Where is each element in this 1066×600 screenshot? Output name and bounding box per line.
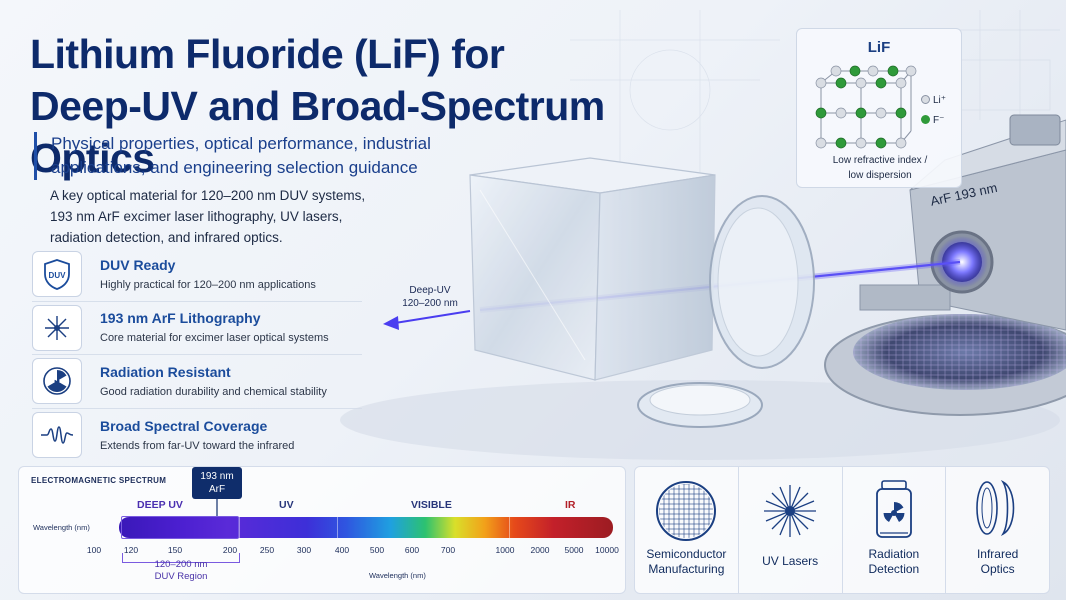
lens-icon xyxy=(975,480,1014,536)
tick-label: 400 xyxy=(334,545,350,555)
band-uv: UV xyxy=(279,499,294,511)
applications-panel: Semiconductor Manufacturing UV Lasers xyxy=(634,466,1050,594)
laser-burst-icon xyxy=(32,304,82,351)
tick-label: 2000 xyxy=(530,545,550,555)
tick-label: 700 xyxy=(440,545,456,555)
tick-label: 600 xyxy=(404,545,420,555)
radiation-icon xyxy=(32,358,82,405)
feature-desc: Highly practical for 120–200 nm applicat… xyxy=(100,278,316,291)
feature-list: DUV DUV Ready Highly practical for 120–2… xyxy=(32,248,362,462)
feature-arf-lithography: 193 nm ArF Lithography Core material for… xyxy=(32,302,362,355)
spectrum-bar xyxy=(119,517,613,538)
radiation-detector-icon xyxy=(875,480,912,538)
wavelength-axis-label: Wavelength (nm) xyxy=(33,523,90,532)
lif-lattice-card: LiF xyxy=(796,28,962,188)
wafer-stage xyxy=(824,314,1066,416)
app-label: UV Lasers xyxy=(762,554,819,568)
legend-li: Li⁺ xyxy=(933,95,947,106)
tick-label: 200 xyxy=(222,545,238,555)
intro-text: A key optical material for 120–200 nm DU… xyxy=(50,188,366,245)
feature-title: Broad Spectral Coverage xyxy=(100,417,268,434)
feature-radiation-resistant: Radiation Resistant Good radiation durab… xyxy=(32,355,362,409)
tick-label: 10000 xyxy=(595,545,619,555)
feature-desc: Extends from far-UV toward the infrared xyxy=(100,439,295,452)
feature-title: DUV Ready xyxy=(100,256,176,273)
app-uv-lasers: UV Lasers xyxy=(739,467,843,593)
lif-crystal-lattice-icon xyxy=(815,65,917,149)
app-label: Semiconductor Manufacturing xyxy=(646,547,727,576)
lif-card-desc: Low refractive index / low dispersion xyxy=(832,155,928,181)
feature-broad-spectral: Broad Spectral Coverage Extends from far… xyxy=(32,409,362,463)
tick-label: 100 xyxy=(86,545,102,555)
tick-label: 250 xyxy=(259,545,275,555)
feature-duv-ready: DUV DUV Ready Highly practical for 120–2… xyxy=(32,248,362,302)
band-divider xyxy=(239,517,240,538)
feature-title: 193 nm ArF Lithography xyxy=(100,310,261,327)
duv-segment-highlight xyxy=(121,516,239,539)
tick-label: 300 xyxy=(296,545,312,555)
duv-region-bracket xyxy=(122,553,240,563)
spectrum-panel: ELECTROMAGNETIC SPECTRUM DEEP UV UV VISI… xyxy=(18,466,626,594)
app-semiconductor: Semiconductor Manufacturing xyxy=(635,467,739,593)
band-divider xyxy=(337,517,338,538)
laser-star-icon xyxy=(764,485,817,537)
legend-f: F⁻ xyxy=(933,115,945,126)
wafer-icon xyxy=(656,481,717,541)
beam-label: Deep-UV 120–200 nm xyxy=(402,285,458,309)
app-radiation-detection: Radiation Detection xyxy=(843,467,947,593)
band-divider xyxy=(509,517,510,538)
tick-label: 150 xyxy=(167,545,183,555)
duv-region-label: 120–200 nm DUV Region xyxy=(122,559,240,583)
app-infrared-optics: Infrared Optics xyxy=(946,467,1049,593)
lif-legend: Li⁺ F⁻ xyxy=(921,91,946,131)
feature-desc: Good radiation durability and chemical s… xyxy=(100,385,327,398)
svg-text:DUV: DUV xyxy=(49,271,67,280)
page-title: Lithium Fluoride (LiF) for Deep-UV and B… xyxy=(30,28,630,184)
band-deep-uv: DEEP UV xyxy=(137,499,183,511)
title-line-2: Deep-UV and Broad-Spectrum Optics xyxy=(30,83,605,181)
optical-window-disk xyxy=(709,195,815,369)
hero-illustration xyxy=(340,114,1066,460)
tick-label: 1000 xyxy=(495,545,515,555)
duv-shield-icon: DUV xyxy=(32,251,82,298)
title-line-1: Lithium Fluoride (LiF) for xyxy=(30,31,505,77)
wavelength-axis-label-bottom: Wavelength (nm) xyxy=(369,571,426,580)
band-visible: VISIBLE xyxy=(411,499,452,511)
tick-label: 5000 xyxy=(564,545,584,555)
page-subtitle: Physical properties, optical performance… xyxy=(34,132,454,180)
arf-193-callout: 193 nm ArF xyxy=(192,467,242,499)
feature-desc: Core material for excimer laser optical … xyxy=(100,332,329,345)
app-label: Infrared Optics xyxy=(976,547,1019,576)
lif-crystal-cube xyxy=(469,157,716,381)
flat-lens xyxy=(637,382,763,428)
wave-icon xyxy=(32,412,82,459)
band-ir: IR xyxy=(565,499,576,511)
feature-title: Radiation Resistant xyxy=(100,363,231,380)
duv-region-text: DUV Region xyxy=(154,571,208,582)
spectrum-title: ELECTROMAGNETIC SPECTRUM xyxy=(31,476,167,485)
tick-label: 120 xyxy=(123,545,139,555)
tick-label: 500 xyxy=(369,545,385,555)
duv-range-text: 120–200 nm xyxy=(154,559,208,570)
lif-card-title: LiF xyxy=(867,39,891,56)
app-label: Radiation Detection xyxy=(868,547,920,576)
